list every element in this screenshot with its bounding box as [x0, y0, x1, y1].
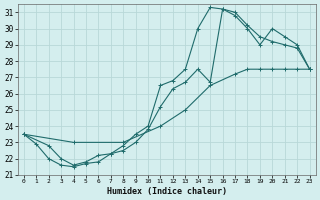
X-axis label: Humidex (Indice chaleur): Humidex (Indice chaleur) — [107, 187, 227, 196]
